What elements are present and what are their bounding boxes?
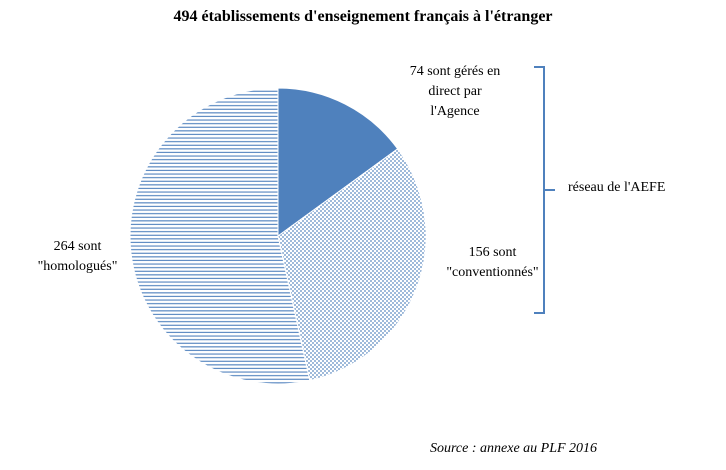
chart-title: 494 établissements d'enseignement frança…	[173, 8, 553, 25]
bracket-aefe	[534, 66, 555, 314]
pie-slice-74	[277, 87, 399, 237]
pie-slice-264	[129, 87, 311, 385]
pie-slices-group	[129, 87, 427, 385]
pie-label-homologues: 264 sont "homologués"	[37, 239, 118, 274]
bracket-label-aefe: réseau de l'AEFE	[568, 180, 666, 195]
pie-chart-svg	[129, 87, 427, 385]
pie-chart	[128, 86, 428, 386]
pie-label-geres-en-direct: 74 sont gérés en direct par l'Agence	[409, 64, 501, 119]
source-note: Source : annexe au PLF 2016	[430, 441, 598, 456]
pie-slice-156	[277, 148, 427, 382]
pie-label-conventionnes: 156 sont "conventionnés"	[446, 245, 539, 280]
